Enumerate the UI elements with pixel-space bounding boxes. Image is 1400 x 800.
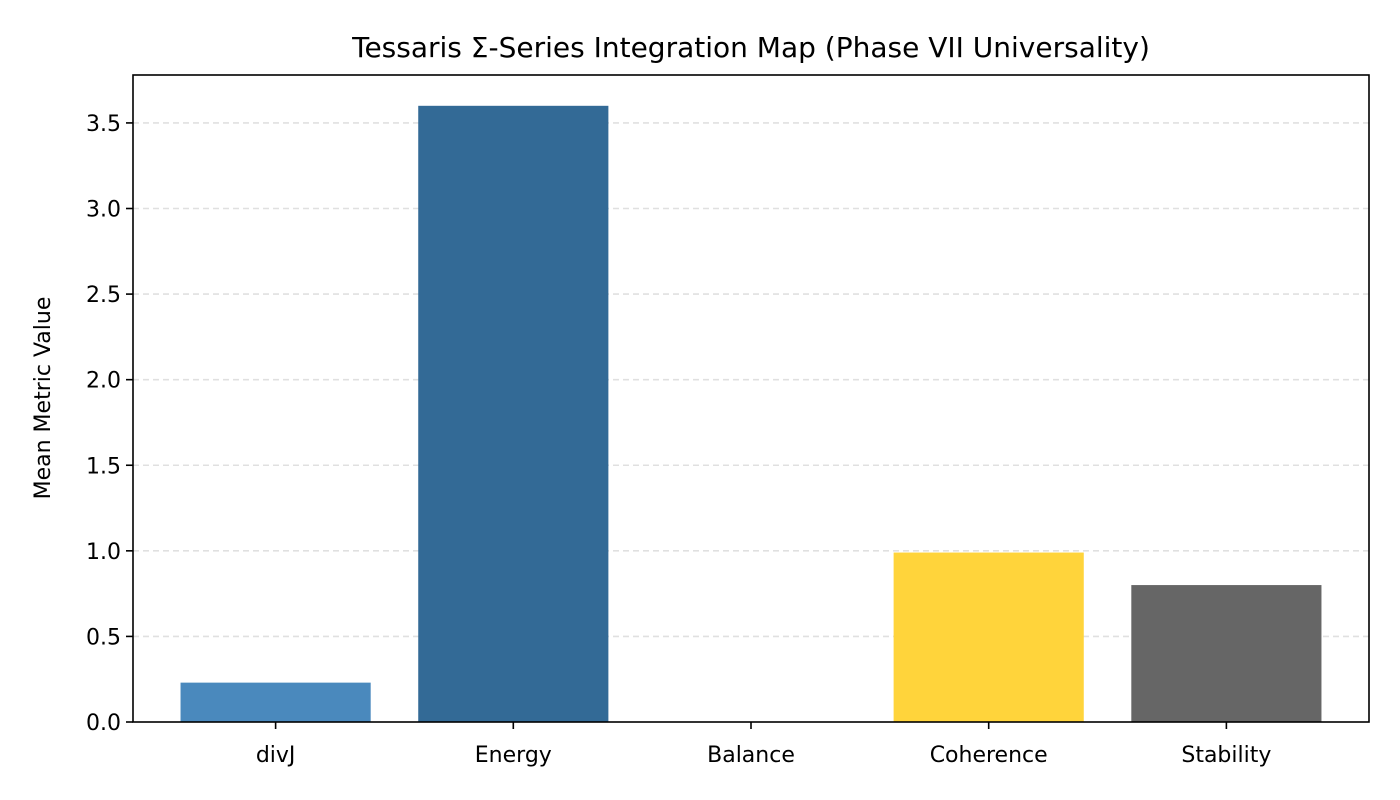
y-axis-label: Mean Metric Value bbox=[31, 297, 56, 500]
x-tick-label: Energy bbox=[475, 743, 552, 768]
y-tick-label: 1.0 bbox=[86, 540, 121, 565]
y-tick-label: 2.0 bbox=[86, 369, 121, 394]
chart-title: Tessaris Σ-Series Integration Map (Phase… bbox=[351, 31, 1150, 64]
y-tick-label: 0.0 bbox=[86, 711, 121, 736]
y-tick-label: 1.5 bbox=[86, 454, 121, 479]
y-tick-label: 0.5 bbox=[86, 625, 121, 650]
bar-energy bbox=[418, 105, 609, 723]
x-tick-label: Balance bbox=[707, 743, 795, 768]
bars bbox=[180, 105, 1322, 723]
y-tick-label: 2.5 bbox=[86, 283, 121, 308]
x-axis-ticks: divJ Energy Balance Coherence Stability bbox=[256, 722, 1271, 768]
x-tick-label: divJ bbox=[256, 743, 296, 768]
x-tick-label: Coherence bbox=[930, 743, 1048, 768]
y-tick-label: 3.5 bbox=[86, 112, 121, 137]
y-tick-label: 3.0 bbox=[86, 198, 121, 223]
bar-stability bbox=[1131, 585, 1322, 722]
bar-coherence bbox=[893, 552, 1084, 722]
gridlines bbox=[133, 122, 1369, 638]
bar-divj bbox=[180, 682, 371, 722]
x-tick-label: Stability bbox=[1181, 743, 1271, 768]
y-axis-ticks: 0.0 0.5 1.0 1.5 2.0 2.5 3.0 3.5 bbox=[86, 112, 133, 736]
